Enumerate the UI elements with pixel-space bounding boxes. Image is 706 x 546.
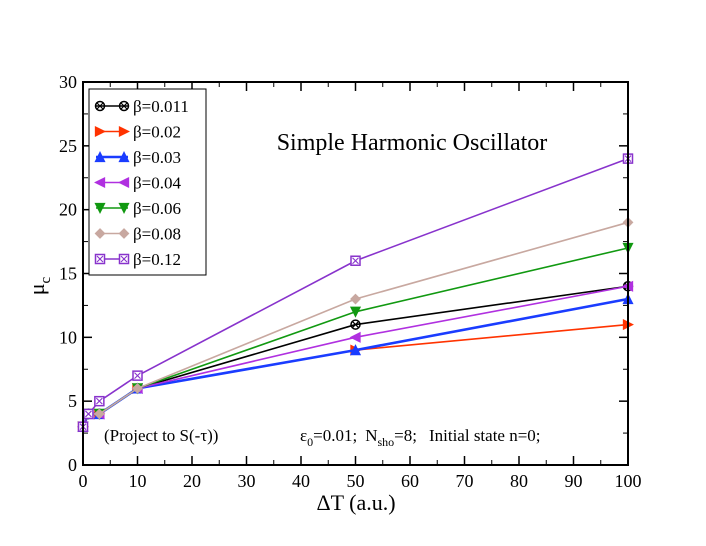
legend-marker [118, 125, 130, 138]
series-line [81, 297, 629, 428]
annotation-nsho-main: N [365, 426, 377, 445]
legend-entry: β=0.03 [94, 148, 181, 167]
legend-entry: β=0.06 [94, 199, 181, 218]
x-tick-label: 40 [292, 471, 310, 491]
legend-marker [94, 176, 106, 189]
data-point [349, 306, 362, 318]
data-point [93, 408, 105, 420]
legend-marker [118, 202, 130, 214]
legend-marker [94, 202, 106, 214]
legend-entry: β=0.12 [94, 250, 181, 269]
legend-label: β=0.03 [133, 148, 181, 167]
annotation-eps-value: =0.01; [313, 426, 357, 445]
data-point [350, 293, 361, 305]
legend-entry: β=0.011 [94, 97, 189, 116]
annotation-project: (Project to S(-τ)) [104, 426, 218, 445]
legend-entry: β=0.08 [94, 225, 181, 244]
annotation-params: ε0=0.01; Nsho=8; Initial state n=0; [300, 426, 541, 449]
legend-label: β=0.011 [133, 97, 189, 116]
data-point [349, 344, 362, 356]
x-tick-label: 0 [79, 471, 88, 491]
data-point [350, 255, 361, 266]
legend-marker [118, 176, 130, 189]
axis-ticks: 0 10 20 30 40 50 60 70 80 90 100 0 5 10 15 20 25 30 [59, 72, 642, 491]
legend-marker [118, 253, 130, 265]
y-axis-title-main: μ [24, 283, 49, 295]
x-tick-label: 90 [565, 471, 583, 491]
legend-entry: β=0.02 [94, 123, 181, 142]
y-tick-label: 10 [59, 327, 77, 347]
y-tick-label: 20 [59, 200, 77, 220]
data-point [94, 395, 105, 407]
annotation-nsho-sub: sho [377, 435, 394, 449]
y-tick-label: 25 [59, 136, 77, 156]
x-axis-title: ΔT (a.u.) [316, 490, 395, 515]
legend-marker [118, 228, 130, 239]
data-point [132, 382, 143, 394]
legend-label: β=0.12 [133, 250, 181, 269]
data-point [83, 408, 94, 420]
x-tick-label: 70 [456, 471, 474, 491]
x-axis-title-main: ΔT [316, 490, 344, 515]
legend-marker [94, 100, 106, 112]
y-axis-title: μc [24, 276, 54, 295]
legend-label: β=0.04 [133, 174, 181, 193]
legend-marker [94, 253, 106, 265]
y-tick-label: 0 [68, 455, 77, 475]
x-axis-title-unit: (a.u.) [344, 490, 396, 515]
x-tick-label: 30 [238, 471, 256, 491]
annotation-nsho-value: =8; [394, 426, 417, 445]
legend-marker [94, 228, 106, 239]
legend-marker [118, 100, 130, 112]
x-tick-label: 20 [183, 471, 201, 491]
legend-entry: β=0.04 [94, 174, 181, 193]
data-point [132, 370, 143, 381]
series-layer [77, 153, 634, 433]
annotation-eps-sub: 0 [307, 435, 313, 449]
x-tick-label: 50 [347, 471, 365, 491]
x-tick-label: 10 [129, 471, 147, 491]
legend-label: β=0.06 [133, 199, 181, 218]
legend-marker [118, 151, 130, 163]
y-tick-label: 5 [68, 391, 77, 411]
x-tick-label: 100 [615, 471, 642, 491]
y-tick-label: 15 [59, 264, 77, 284]
legend-marker [94, 151, 106, 163]
annotation-eps-symbol: ε [300, 426, 307, 445]
x-tick-label: 80 [510, 471, 528, 491]
x-tick-label: 60 [401, 471, 419, 491]
legend: β=0.011 β=0.02 β=0.03 β=0.04 β=0.06 β=0.08 β=0… [88, 88, 207, 276]
legend-marker [94, 125, 106, 138]
y-tick-label: 30 [59, 72, 77, 92]
annotation-initial-state: Initial state n=0; [429, 426, 541, 445]
legend-label: β=0.02 [133, 123, 181, 142]
legend-label: β=0.08 [133, 225, 181, 244]
data-point [349, 331, 361, 343]
y-axis-title-sub: c [38, 276, 54, 283]
chart-title: Simple Harmonic Oscillator [277, 130, 548, 156]
data-point [350, 319, 361, 330]
